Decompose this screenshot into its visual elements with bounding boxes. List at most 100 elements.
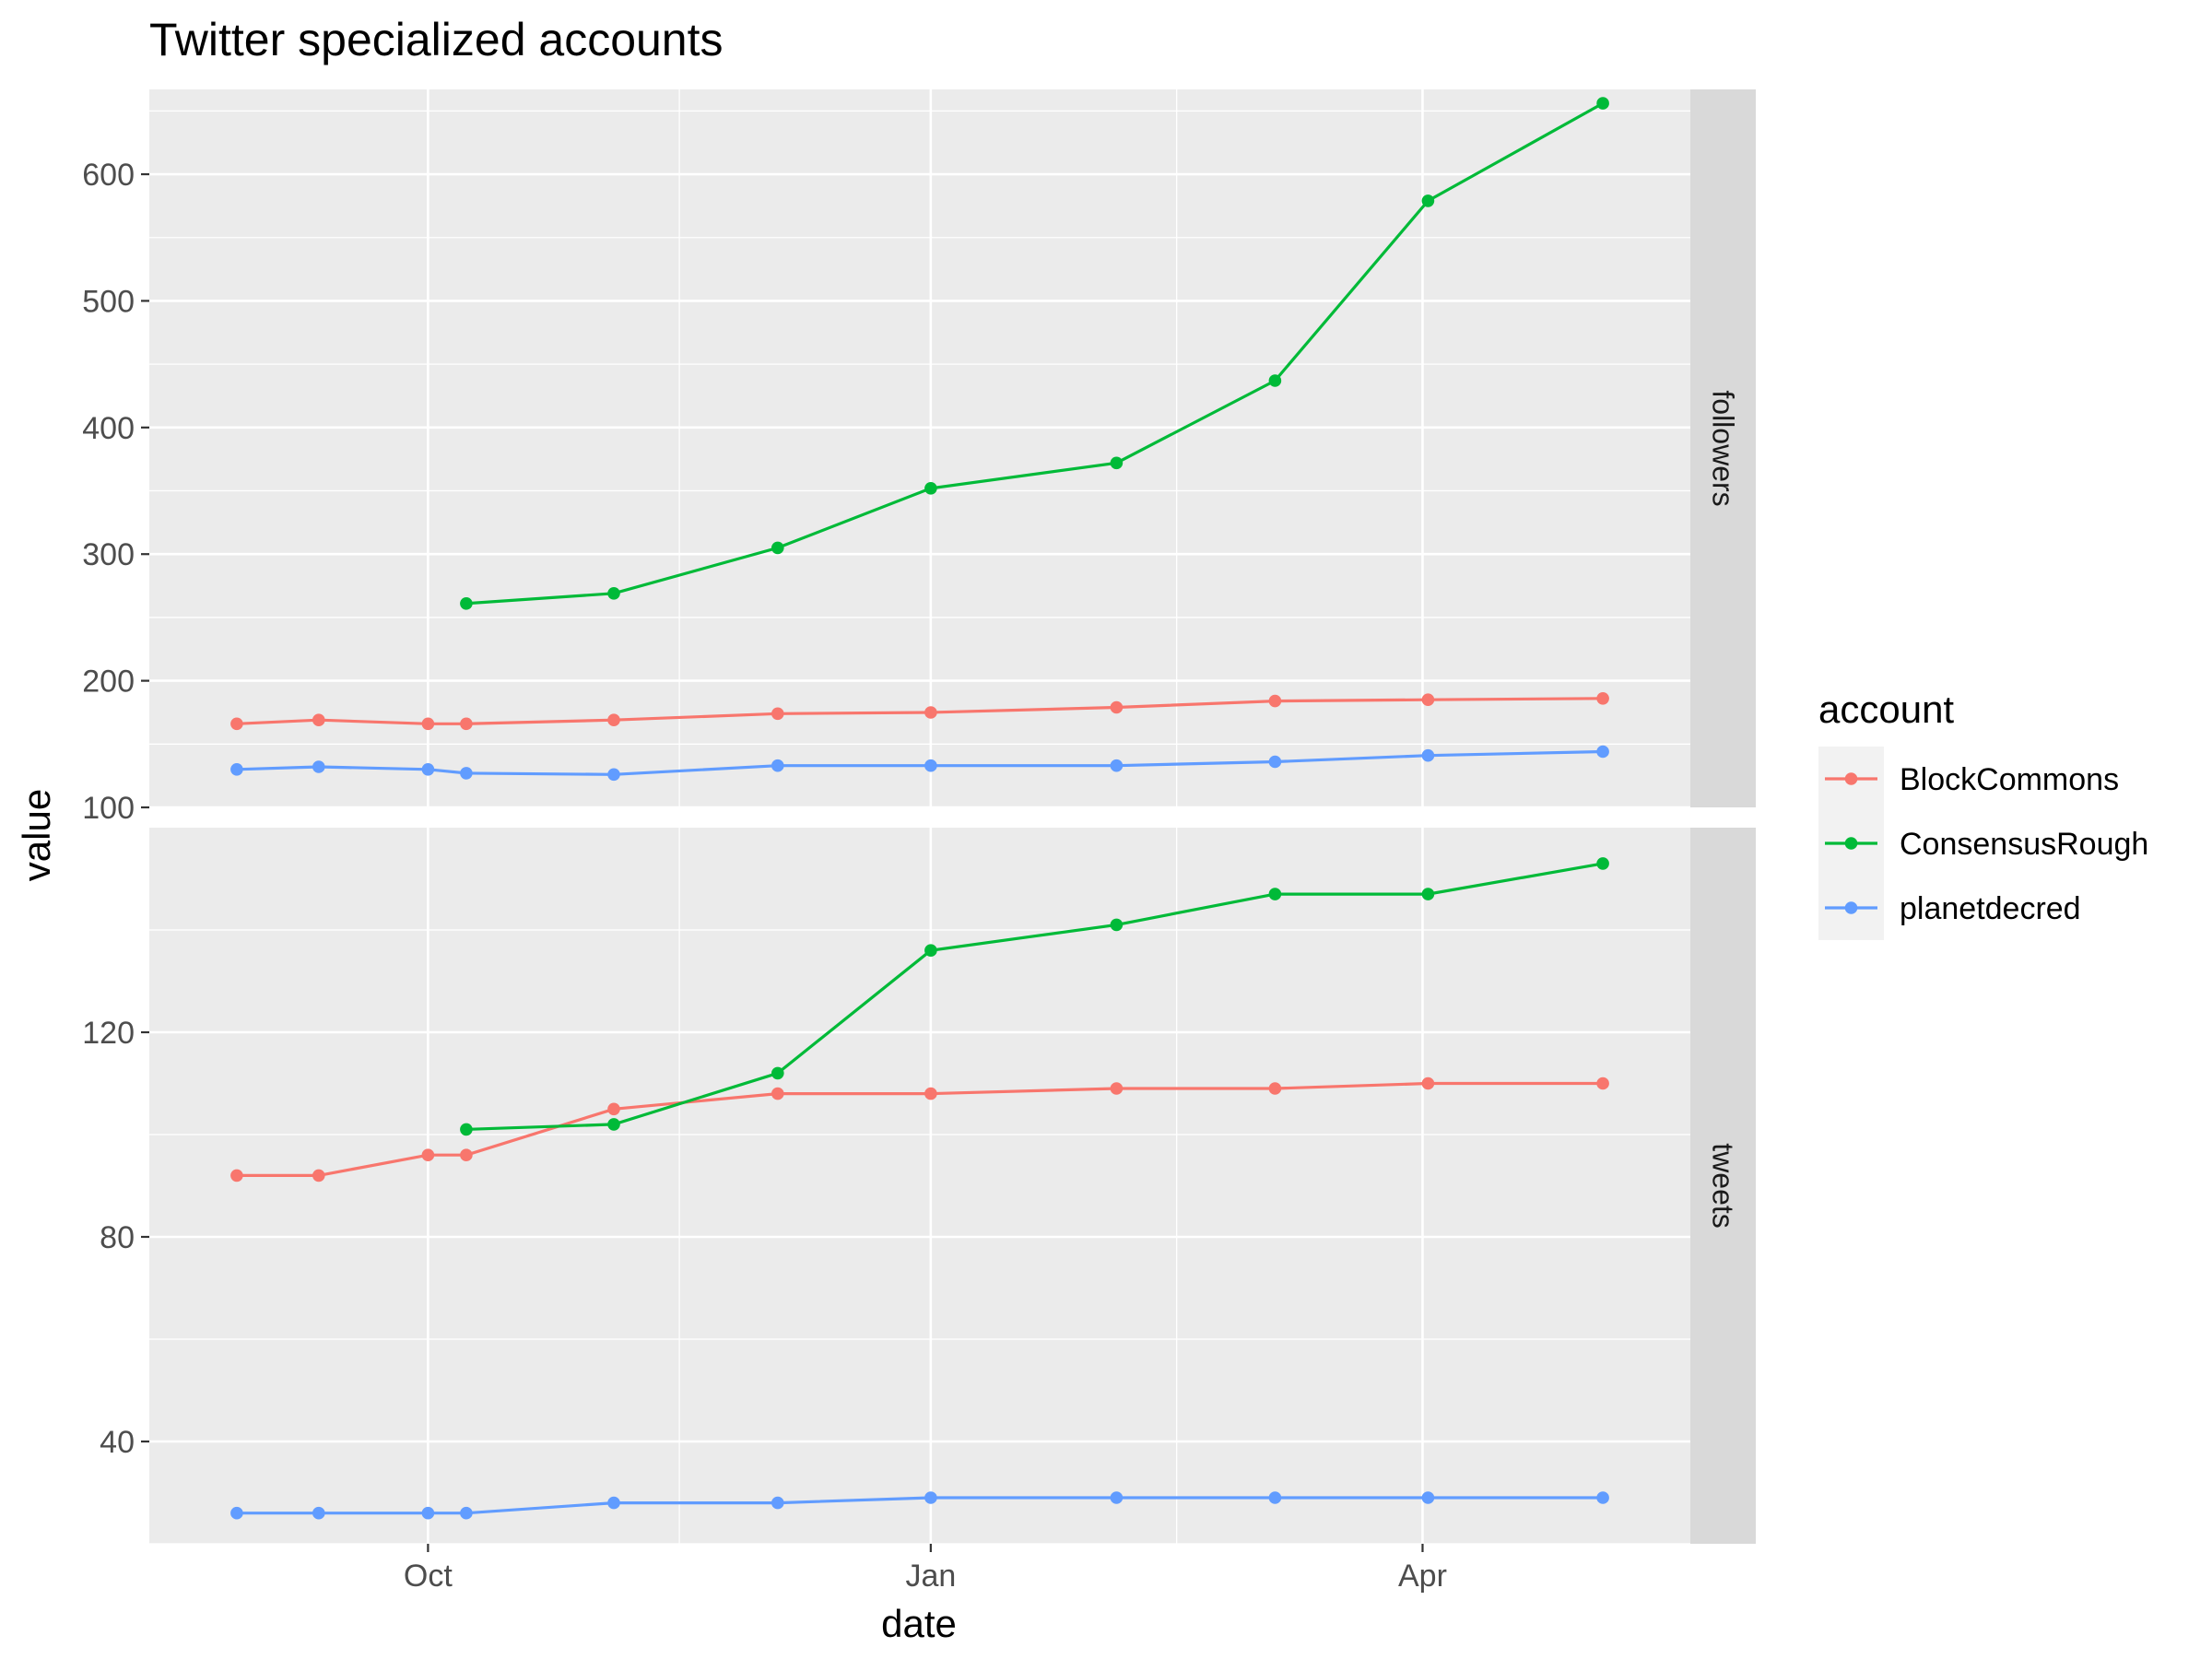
data-point-consensusrough [1268, 888, 1282, 900]
series-blockcommons [230, 1077, 1609, 1182]
x-tick-label: Oct [404, 1559, 453, 1594]
data-point-planetdecred [460, 1506, 473, 1520]
data-point-blockcommons [607, 1102, 620, 1116]
facet-panel-tweets: 40 80 120 tweets [82, 828, 1756, 1545]
data-point-planetdecred [1421, 748, 1435, 762]
y-tick-label: 100 [82, 791, 135, 826]
series-consensusrough [460, 97, 1609, 610]
facet-panels: 100 200 300 400 500 600 followers 40 80 120 tweets [82, 89, 1756, 1545]
y-tick-label: 600 [82, 158, 135, 193]
data-point-planetdecred [1268, 755, 1282, 769]
data-point-planetdecred [1268, 1491, 1282, 1504]
data-point-planetdecred [1110, 759, 1124, 772]
chart-title: Twitter specialized accounts [149, 14, 724, 65]
y-tick-label: 120 [82, 1016, 135, 1051]
data-point-planetdecred [421, 1506, 435, 1520]
data-point-planetdecred [607, 1496, 620, 1510]
data-point-planetdecred [1596, 1491, 1609, 1504]
data-point-consensusrough [460, 597, 473, 610]
data-point-blockcommons [1421, 693, 1435, 706]
data-point-blockcommons [607, 713, 620, 726]
series-consensusrough [460, 857, 1609, 1136]
data-point-planetdecred [1110, 1491, 1124, 1504]
data-point-blockcommons [1268, 1082, 1282, 1095]
data-point-planetdecred [1596, 745, 1609, 759]
legend-key-point [1844, 772, 1858, 785]
data-point-consensusrough [1421, 888, 1435, 900]
data-point-planetdecred [230, 1506, 243, 1520]
x-axis: Oct Jan Apr [404, 1544, 1447, 1594]
data-point-planetdecred [312, 760, 325, 773]
legend-entry-blockcommons: BlockCommons [1818, 747, 2119, 811]
x-tick-label: Jan [905, 1559, 956, 1594]
data-point-blockcommons [421, 717, 435, 731]
y-tick-label: 80 [100, 1220, 135, 1255]
data-point-planetdecred [924, 1491, 937, 1504]
y-tick-label: 200 [82, 665, 135, 700]
series-line-consensusrough [465, 101, 1604, 606]
data-point-consensusrough [1268, 374, 1282, 387]
data-point-planetdecred [924, 759, 937, 772]
data-point-consensusrough [460, 1123, 473, 1136]
data-point-planetdecred [421, 763, 435, 776]
legend-label: ConsensusRough [1900, 827, 2148, 862]
y-tick-label: 500 [82, 284, 135, 319]
data-point-blockcommons [924, 706, 937, 719]
data-point-blockcommons [312, 713, 325, 726]
y-tick-label: 400 [82, 411, 135, 446]
series-line-consensusrough [465, 862, 1604, 1131]
legend-entry-planetdecred: planetdecred [1818, 876, 2081, 940]
legend-entry-consensusrough: ConsensusRough [1818, 811, 2148, 876]
data-point-blockcommons [771, 1087, 784, 1100]
data-point-blockcommons [924, 1087, 937, 1100]
data-point-blockcommons [1596, 692, 1609, 705]
facet-panel-followers: 100 200 300 400 500 600 followers [82, 89, 1756, 826]
data-point-blockcommons [230, 717, 243, 731]
data-point-blockcommons [1110, 1082, 1124, 1095]
data-point-planetdecred [230, 763, 243, 776]
data-point-planetdecred [460, 767, 473, 780]
data-point-consensusrough [1110, 456, 1124, 470]
data-point-planetdecred [1421, 1491, 1435, 1504]
y-tick-label: 40 [100, 1425, 135, 1460]
data-point-consensusrough [924, 482, 937, 495]
data-point-consensusrough [1110, 918, 1124, 932]
facet-strip-label-tweets: tweets [1707, 1143, 1740, 1228]
legend-key-point [1844, 901, 1858, 914]
y-tick-label: 300 [82, 537, 135, 572]
legend-label: BlockCommons [1900, 762, 2119, 797]
data-point-blockcommons [1421, 1077, 1435, 1090]
series-planetdecred [230, 745, 1609, 782]
x-tick-label: Apr [1398, 1559, 1447, 1594]
facet-strip [1690, 89, 1756, 807]
data-point-consensusrough [607, 587, 620, 600]
data-point-blockcommons [1110, 700, 1124, 714]
data-point-consensusrough [1596, 97, 1609, 110]
data-point-blockcommons [1268, 694, 1282, 708]
data-point-blockcommons [312, 1169, 325, 1182]
data-point-planetdecred [312, 1506, 325, 1520]
data-point-blockcommons [1596, 1077, 1609, 1090]
panel-background [149, 89, 1690, 807]
facet-strip-label-followers: followers [1707, 390, 1740, 506]
series-planetdecred [230, 1491, 1609, 1520]
data-point-blockcommons [460, 1148, 473, 1161]
data-point-consensusrough [924, 944, 937, 957]
data-point-blockcommons [460, 717, 473, 731]
legend-label: planetdecred [1900, 891, 2081, 926]
data-point-blockcommons [230, 1169, 243, 1182]
series-blockcommons [230, 692, 1609, 731]
data-point-planetdecred [607, 768, 620, 782]
data-point-consensusrough [771, 541, 784, 555]
data-point-blockcommons [421, 1148, 435, 1161]
data-point-blockcommons [771, 707, 784, 721]
data-point-consensusrough [1596, 857, 1609, 870]
data-point-consensusrough [1421, 194, 1435, 207]
legend-key-point [1844, 837, 1858, 850]
data-point-planetdecred [771, 759, 784, 772]
legend-title: account [1818, 688, 1954, 731]
panel-background [149, 828, 1690, 1544]
data-point-planetdecred [771, 1496, 784, 1510]
data-point-consensusrough [607, 1118, 620, 1131]
